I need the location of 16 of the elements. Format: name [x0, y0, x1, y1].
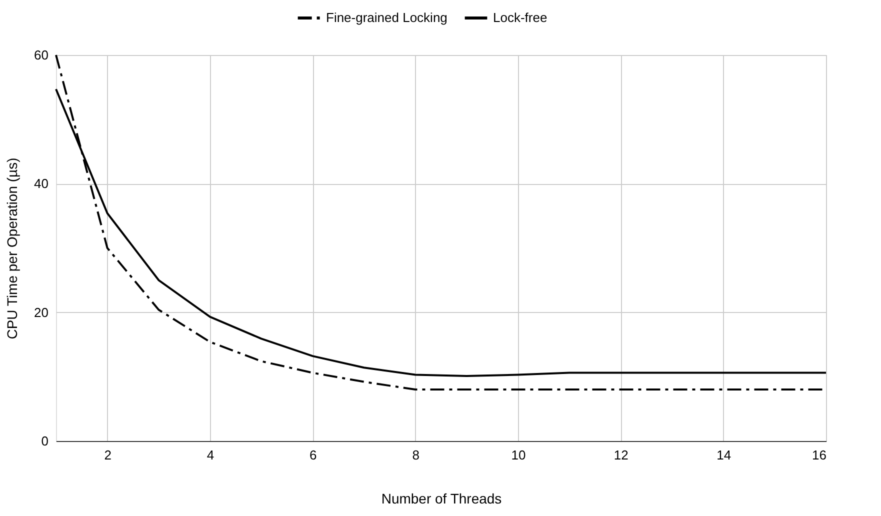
x-tick-label: 8	[412, 448, 420, 462]
x-tick-label: 12	[614, 448, 628, 462]
y-axis-title: CPU Time per Operation (µs)	[4, 158, 20, 340]
legend-label: Fine-grained Locking	[326, 10, 448, 25]
y-tick-label: 20	[34, 304, 48, 320]
x-axis-title: Number of Threads	[381, 490, 502, 506]
y-tick-label: 0	[41, 434, 48, 448]
y-tick-label: 60	[34, 48, 48, 62]
x-tick-label: 16	[812, 448, 826, 462]
y-tick-label: 40	[34, 176, 48, 192]
x-tick-label: 14	[716, 448, 732, 462]
legend-label: Lock-free	[493, 10, 548, 25]
x-tick-label: 6	[310, 448, 317, 462]
x-tick-label: 2	[104, 448, 112, 462]
x-tick-label: 4	[206, 448, 214, 462]
x-tick-label: 10	[511, 448, 526, 462]
